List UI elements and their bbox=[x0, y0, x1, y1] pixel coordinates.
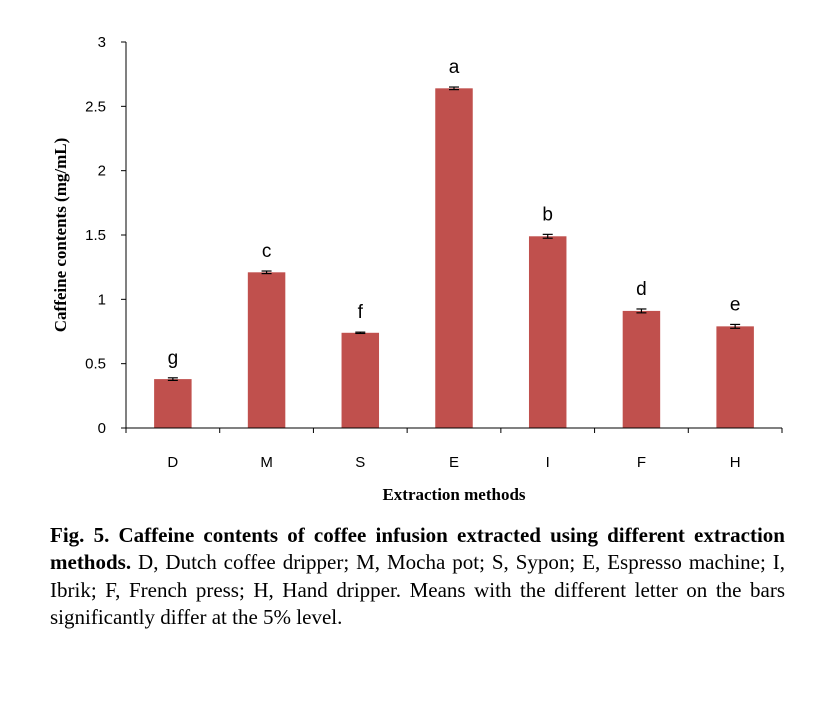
x-axis-title: Extraction methods bbox=[382, 485, 525, 504]
y-tick-label: 1 bbox=[98, 291, 106, 308]
significance-letter: d bbox=[636, 279, 647, 300]
bar bbox=[247, 272, 286, 428]
x-tick-label: I bbox=[546, 454, 550, 471]
y-tick-label: 0.5 bbox=[85, 356, 106, 373]
x-tick-label: M bbox=[260, 454, 273, 471]
y-tick-label: 2.5 bbox=[85, 98, 106, 115]
caption-title: Fig. 5. Caffeine contents of coffee infu… bbox=[50, 523, 785, 575]
significance-letter: f bbox=[358, 302, 364, 323]
significance-letter: e bbox=[730, 294, 741, 315]
bar bbox=[716, 326, 754, 428]
bar bbox=[435, 88, 473, 428]
x-tick-label: H bbox=[730, 454, 741, 471]
y-axis-title: Caffeine contents (mg/mL) bbox=[51, 138, 70, 333]
bar bbox=[154, 379, 192, 428]
bar-chart: 0 0.5 1 1.5 2 2.5 3 D M S E I F H g c f a b d e Caffeine c… bbox=[51, 34, 783, 504]
y-axis-ticks: 0 0.5 1 1.5 2 2.5 3 bbox=[85, 34, 126, 437]
bar bbox=[528, 236, 567, 428]
y-tick-label: 2 bbox=[98, 163, 106, 180]
significance-letter: g bbox=[168, 348, 179, 369]
bar bbox=[341, 332, 380, 428]
significance-letter: b bbox=[542, 204, 553, 225]
y-tick-label: 3 bbox=[98, 34, 106, 51]
caption-text: D, Dutch coffee dripper; M, Mocha pot; S… bbox=[50, 550, 785, 629]
significance-letter: c bbox=[262, 241, 272, 262]
significance-letter: a bbox=[449, 57, 460, 78]
x-tick-label: E bbox=[449, 454, 459, 471]
y-tick-label: 0 bbox=[98, 420, 106, 437]
bars: g c f a b d e bbox=[154, 57, 754, 428]
x-tick-label: D bbox=[167, 454, 178, 471]
y-tick-label: 1.5 bbox=[85, 227, 106, 244]
bar bbox=[622, 310, 661, 428]
x-tick-label: F bbox=[637, 454, 646, 471]
figure-caption: Fig. 5. Caffeine contents of coffee infu… bbox=[50, 522, 785, 631]
x-tick-label: S bbox=[355, 454, 365, 471]
